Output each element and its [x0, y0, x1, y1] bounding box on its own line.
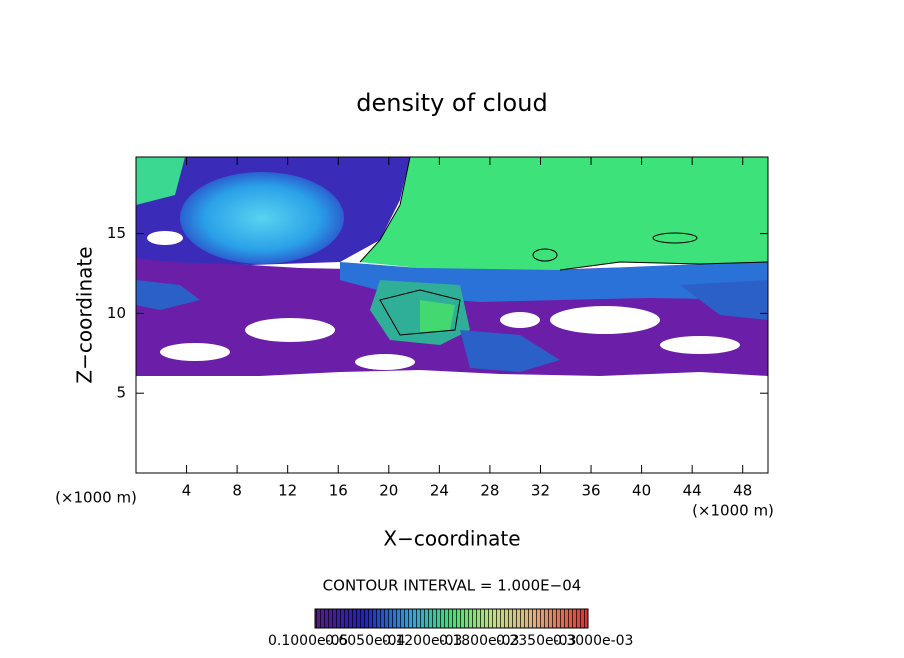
- chart-title: density of cloud: [356, 89, 547, 117]
- contour-interval: CONTOUR INTERVAL = 1.000E−04: [323, 577, 582, 595]
- y-unit-label: (×1000 m): [55, 489, 137, 507]
- x-unit-label: (×1000 m): [692, 502, 774, 520]
- x-tick-label: 40: [632, 482, 651, 500]
- colorbar-label: 0.1200e-03: [382, 633, 462, 649]
- x-tick-label: 24: [430, 482, 449, 500]
- colorbar-label: 0.1800e-03: [439, 633, 519, 649]
- y-tick-label: 5: [116, 384, 126, 402]
- colorbar-label: 0.6050e-04: [325, 633, 406, 649]
- x-tick-label: 16: [329, 482, 348, 500]
- x-tick-label: 4: [182, 482, 192, 500]
- x-tick-label: 36: [581, 482, 600, 500]
- y-tick-label: 10: [107, 304, 126, 322]
- x-tick-label: 44: [683, 482, 702, 500]
- x-tick-label: 28: [480, 482, 499, 500]
- contour-field: [136, 157, 768, 473]
- y-axis-label: Z−coordinate: [73, 246, 97, 383]
- x-tick-label: 12: [278, 482, 297, 500]
- colorbar-label: 0.2350e-03: [496, 633, 576, 649]
- colorbar-label: 0.1000e-05: [268, 633, 348, 649]
- x-tick-label: 8: [232, 482, 242, 500]
- x-axis-label: X−coordinate: [383, 527, 520, 551]
- y-tick-label: 15: [107, 224, 126, 242]
- colorbar-stripes: [314, 608, 589, 629]
- colorbar-label: 0.3000e-03: [553, 633, 633, 649]
- x-tick-label: 20: [379, 482, 398, 500]
- x-tick-label: 48: [733, 482, 752, 500]
- x-tick-label: 32: [531, 482, 550, 500]
- plot-frame: [135, 156, 769, 474]
